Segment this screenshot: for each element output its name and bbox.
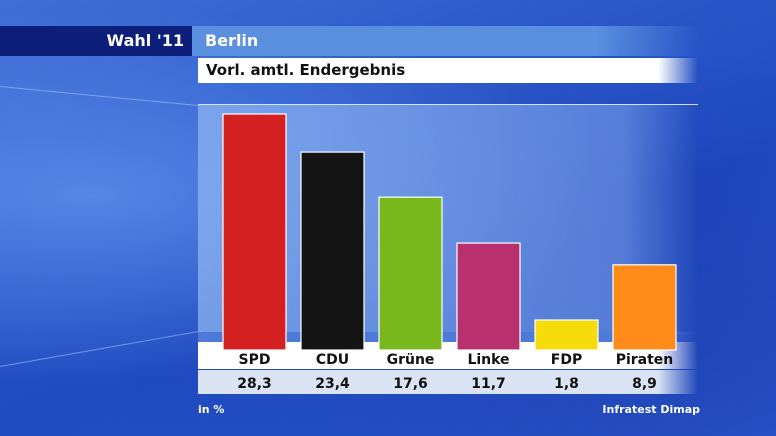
region-label: Berlin [205, 31, 259, 50]
value-label-row [198, 370, 698, 394]
election-label: Wahl '11 [106, 31, 184, 50]
chart-subtitle: Vorl. amtl. Endergebnis [206, 61, 406, 79]
unit-note: in % [198, 403, 225, 416]
value-label: 8,9 [632, 376, 657, 392]
bar-cdu [300, 151, 365, 351]
bar-fdp [534, 319, 599, 351]
value-label: 28,3 [237, 376, 272, 392]
category-label: FDP [551, 352, 582, 368]
category-label: SPD [239, 352, 271, 368]
source-note: Infratest Dimap [602, 403, 700, 416]
bar-spd [222, 113, 287, 351]
category-label: Piraten [616, 352, 674, 368]
value-label: 11,7 [471, 376, 506, 392]
bar-grüne [378, 196, 443, 351]
category-label: Linke [467, 352, 509, 368]
election-badge: Wahl '11 [0, 26, 192, 56]
value-label: 17,6 [393, 376, 428, 392]
category-label: CDU [316, 352, 349, 368]
category-label: Grüne [387, 352, 435, 368]
subtitle-bar [198, 58, 698, 83]
baseline-strip [198, 332, 698, 342]
value-label: 23,4 [315, 376, 350, 392]
value-label: 1,8 [554, 376, 579, 392]
bar-linke [456, 242, 521, 351]
bar-piraten [612, 264, 677, 351]
